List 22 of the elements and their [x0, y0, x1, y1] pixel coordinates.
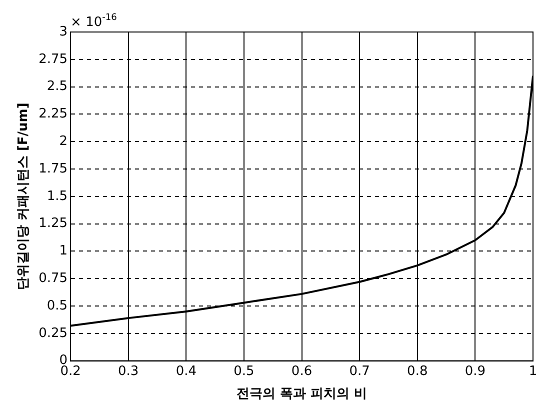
- y-axis-title: 단위길이당 커패시턴스 [F/um]: [16, 102, 32, 290]
- x-tick-label: 0.9: [464, 364, 486, 379]
- y-tick-label: 0.75: [38, 270, 68, 286]
- x-tick-label: 1: [528, 364, 538, 379]
- x-tick-label: 0.8: [407, 364, 428, 379]
- y-tick-label: 2.25: [38, 106, 68, 122]
- y-tick-label: 1: [59, 244, 68, 259]
- x-tick-label: 0.3: [118, 364, 139, 379]
- y-tick-label: 2.75: [38, 52, 68, 67]
- x-tick-label: 0.5: [234, 364, 254, 379]
- y-tick-label: 1.75: [38, 161, 68, 176]
- x-tick-label: 0.4: [176, 364, 197, 379]
- y-tick-label: 3: [59, 24, 68, 40]
- y-tick-label: 1.25: [38, 216, 68, 232]
- y-tick-label: 1.5: [46, 188, 68, 204]
- y-tick-label: 0.25: [38, 326, 68, 341]
- x-axis-title: 전극의 폭과 피치의 비: [236, 386, 368, 402]
- y-tick-label: 2.5: [46, 79, 68, 94]
- x-tick-label: 0.7: [349, 364, 370, 379]
- x-tick-label: 0.6: [291, 364, 312, 379]
- y-tick-label: 0.5: [46, 298, 68, 314]
- y-tick-label: 2: [59, 134, 68, 149]
